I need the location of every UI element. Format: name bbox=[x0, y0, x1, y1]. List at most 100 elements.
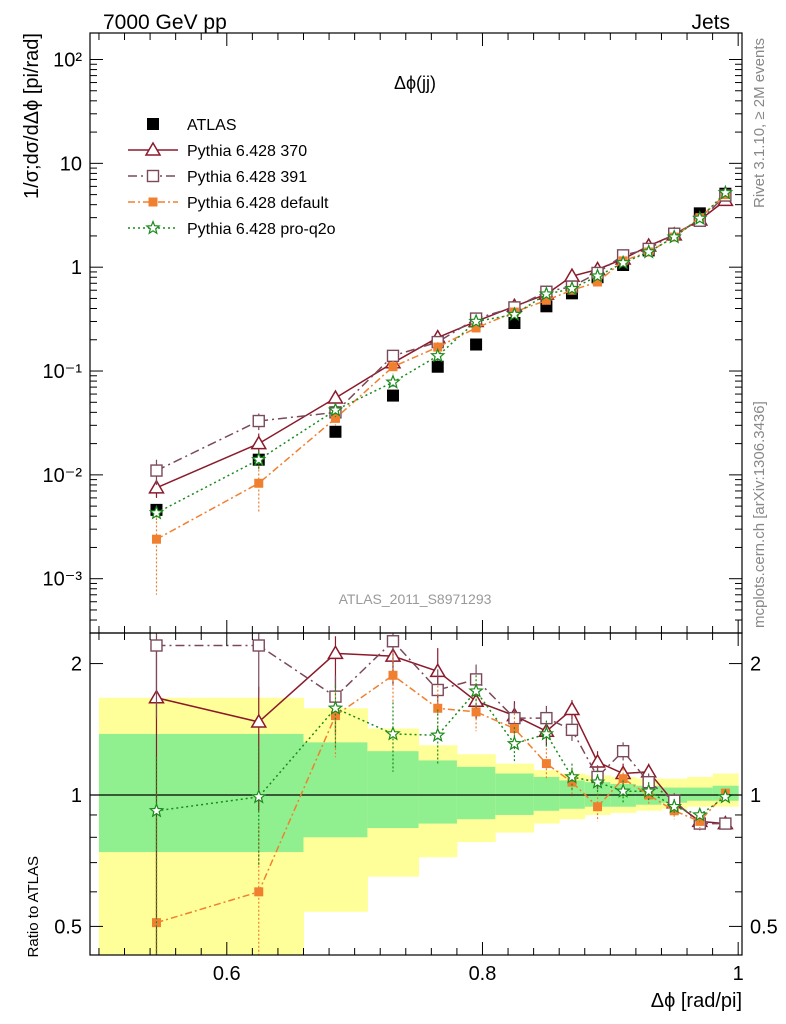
legend: ATLAS Pythia 6.428 370 Pythia 6.428 391 Pyt… bbox=[128, 117, 336, 238]
data-point bbox=[148, 504, 165, 520]
data-point bbox=[433, 342, 443, 352]
data-point bbox=[386, 635, 400, 648]
data-point bbox=[538, 285, 555, 301]
data-point bbox=[150, 464, 163, 477]
uncertainty-band-inner bbox=[303, 742, 368, 838]
mcplots-label: mcplots.cern.ch [arXiv:1306.3436] bbox=[751, 401, 768, 628]
legend-label: Pythia 6.428 391 bbox=[187, 169, 307, 186]
data-point bbox=[615, 254, 631, 270]
data-point bbox=[388, 670, 398, 680]
data-point bbox=[593, 802, 603, 812]
y-tick-label: 10⁻² bbox=[43, 465, 83, 487]
x-tick-label: 0.6 bbox=[213, 963, 241, 985]
data-point bbox=[150, 639, 163, 652]
y-tick-label: 1 bbox=[71, 257, 82, 279]
data-point bbox=[618, 774, 628, 784]
legend-marker bbox=[148, 197, 158, 207]
data-point bbox=[589, 267, 606, 283]
uncertainty-band-inner bbox=[687, 787, 714, 801]
data-point bbox=[541, 759, 551, 769]
legend-label: Pythia 6.428 default bbox=[187, 195, 329, 212]
data-point bbox=[327, 401, 344, 417]
data-point bbox=[386, 389, 399, 402]
legend-marker bbox=[146, 169, 160, 183]
legend-marker bbox=[144, 141, 162, 156]
uncertainty-band-inner bbox=[533, 776, 560, 811]
data-point bbox=[470, 338, 483, 351]
data-point bbox=[251, 451, 267, 467]
x-tick-label: 1 bbox=[733, 963, 744, 985]
collision-label: 7000 GeV pp bbox=[103, 11, 227, 34]
ratio-panel: 0.5 0.5 1 1 2 2 0.6 0.8 1 bbox=[54, 632, 778, 985]
ratio-y-tick-label-left: 2 bbox=[71, 654, 82, 676]
data-point bbox=[692, 806, 708, 822]
data-point bbox=[565, 723, 579, 737]
data-point bbox=[385, 374, 401, 389]
data-point bbox=[589, 774, 606, 789]
data-point bbox=[567, 777, 577, 787]
main-plot-area bbox=[148, 184, 734, 595]
y-tick-label: 10⁻¹ bbox=[43, 361, 83, 383]
data-point bbox=[666, 228, 682, 244]
ratio-y-tick-label-right: 0.5 bbox=[750, 916, 778, 938]
data-point bbox=[471, 323, 481, 333]
data-point bbox=[468, 682, 484, 698]
legend-marker bbox=[145, 219, 161, 235]
data-point bbox=[616, 744, 630, 758]
data-point bbox=[468, 313, 484, 329]
data-point bbox=[431, 360, 444, 373]
data-point bbox=[564, 768, 580, 784]
y-tick-label: 10⁻³ bbox=[43, 569, 83, 591]
data-point bbox=[254, 478, 264, 488]
data-point bbox=[254, 887, 264, 897]
data-point bbox=[563, 700, 581, 716]
data-point bbox=[327, 700, 344, 715]
ratio-y-tick-label-left: 1 bbox=[71, 785, 82, 807]
main-panel: 10⁻³ 10⁻² 10⁻¹ 1 10 10² ATLAS Pythia 6.428 370 P… bbox=[43, 32, 743, 634]
legend-label: Pythia 6.428 370 bbox=[187, 143, 307, 160]
legend-label: ATLAS bbox=[187, 117, 237, 134]
data-point bbox=[433, 703, 443, 713]
data-point bbox=[148, 802, 165, 818]
uncertainty-band-inner bbox=[418, 760, 458, 824]
data-point bbox=[250, 713, 268, 728]
data-point bbox=[250, 435, 268, 450]
rivet-version-label: Rivet 3.1.10, ≥ 2M events bbox=[751, 38, 768, 208]
data-point bbox=[330, 413, 340, 423]
data-point bbox=[148, 479, 165, 494]
data-point bbox=[719, 817, 732, 830]
ratio-y-axis-label: Ratio to ATLAS bbox=[25, 856, 42, 957]
y-tick-label: 10² bbox=[53, 50, 82, 72]
data-point bbox=[430, 727, 446, 742]
data-point bbox=[692, 210, 708, 226]
data-point bbox=[564, 280, 580, 296]
series-line bbox=[156, 192, 726, 514]
data-point bbox=[327, 389, 344, 404]
data-point bbox=[252, 414, 265, 428]
data-point bbox=[538, 725, 555, 741]
category-label: Jets bbox=[691, 11, 730, 34]
data-point bbox=[640, 783, 657, 798]
series-line bbox=[156, 674, 726, 924]
data-point bbox=[615, 783, 631, 798]
data-point bbox=[593, 277, 603, 287]
legend-marker bbox=[147, 118, 159, 130]
data-point bbox=[640, 243, 657, 259]
legend-label: Pythia 6.428 pro-q2o bbox=[187, 221, 336, 238]
ratio-y-tick-label-right: 1 bbox=[750, 785, 761, 807]
y-tick-label: 10 bbox=[60, 153, 82, 175]
ratio-plot-area bbox=[90, 633, 742, 955]
uncertainty-band-inner bbox=[495, 773, 535, 815]
data-point bbox=[717, 184, 734, 200]
analysis-id-label: ATLAS_2011_S8971293 bbox=[339, 591, 492, 607]
plot-title: Δϕ(jj) bbox=[394, 73, 436, 93]
uncertainty-band-inner bbox=[456, 766, 496, 820]
ratio-frame bbox=[89, 632, 743, 956]
data-point bbox=[541, 295, 551, 305]
data-point bbox=[385, 725, 401, 741]
data-point bbox=[252, 639, 265, 652]
data-point bbox=[327, 644, 344, 660]
x-axis-label: Δϕ [rad/pi] bbox=[651, 990, 742, 1012]
data-point bbox=[430, 347, 446, 363]
